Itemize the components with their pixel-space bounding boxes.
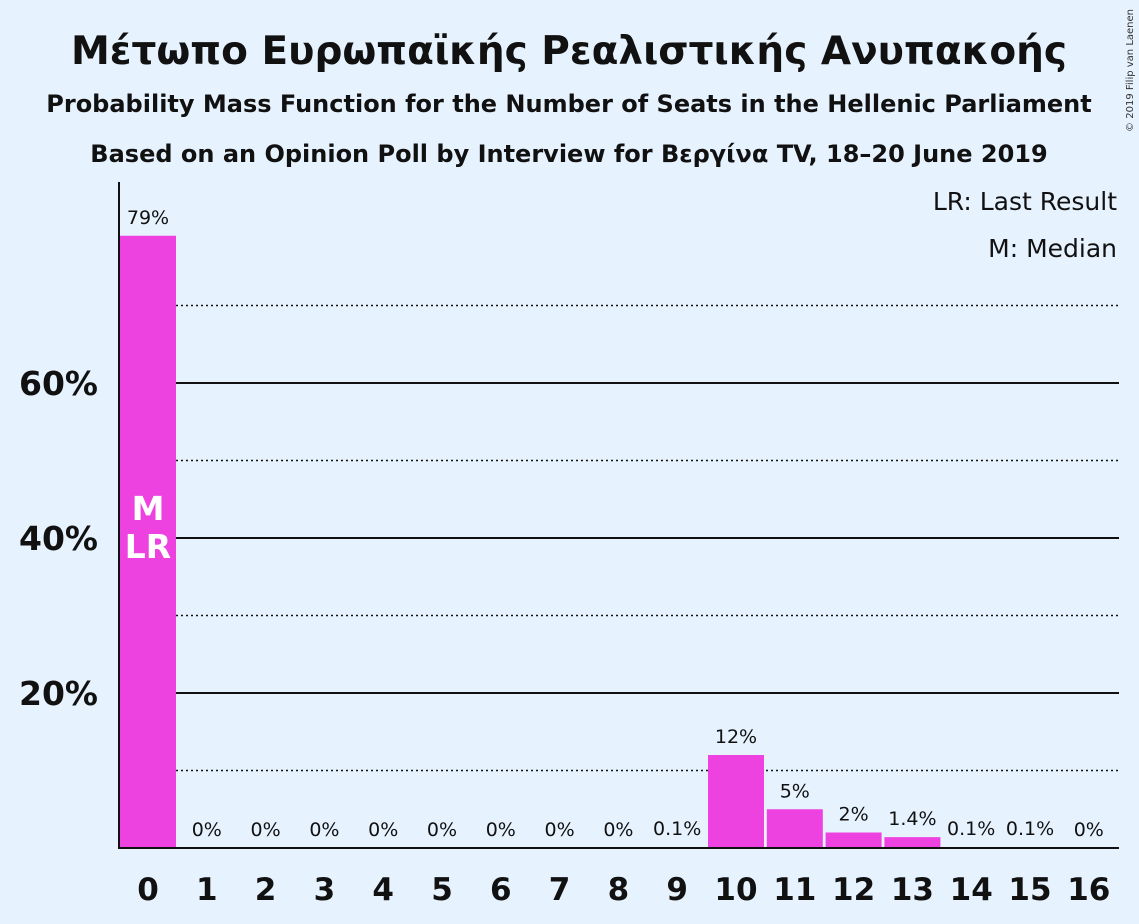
x-tick-label: 0 bbox=[137, 872, 159, 908]
value-label: 0% bbox=[545, 819, 575, 841]
x-tick-label: 11 bbox=[773, 872, 816, 908]
x-tick-label: 15 bbox=[1008, 872, 1051, 908]
chart-subtitle-source: Based on an Opinion Poll by Interview fo… bbox=[90, 140, 1047, 168]
value-label: 79% bbox=[127, 207, 169, 229]
bar-13 bbox=[884, 837, 941, 848]
x-tick-label: 12 bbox=[832, 872, 875, 908]
x-tick-label: 16 bbox=[1067, 872, 1110, 908]
bar-marker-label: LR bbox=[125, 527, 171, 566]
labels: 20%40%60%79%00%10%20%30%40%50%60%70%80.1… bbox=[19, 207, 1110, 908]
value-label: 0% bbox=[427, 819, 457, 841]
bar-marker-label: M bbox=[132, 489, 165, 528]
y-tick-label: 40% bbox=[19, 519, 98, 558]
value-label: 0.1% bbox=[653, 818, 701, 840]
gridlines bbox=[176, 304, 1119, 772]
legend-median: M: Median bbox=[988, 234, 1117, 263]
value-label: 0% bbox=[309, 819, 339, 841]
value-label: 0.1% bbox=[1006, 818, 1054, 840]
legend-last-result: LR: Last Result bbox=[933, 187, 1117, 216]
x-tick-label: 3 bbox=[314, 872, 336, 908]
value-label: 0% bbox=[603, 819, 633, 841]
bar-12 bbox=[825, 832, 882, 848]
x-tick-label: 9 bbox=[666, 872, 688, 908]
x-tick-label: 10 bbox=[714, 872, 757, 908]
x-tick-label: 1 bbox=[196, 872, 218, 908]
x-tick-label: 4 bbox=[372, 872, 394, 908]
chart-title: Μέτωπο Ευρωπαϊκής Ρεαλιστικής Ανυπακοής bbox=[71, 29, 1067, 74]
value-label: 0% bbox=[486, 819, 516, 841]
x-tick-label: 13 bbox=[891, 872, 934, 908]
bars bbox=[120, 235, 1058, 848]
value-label: 0.1% bbox=[947, 818, 995, 840]
value-label: 0% bbox=[192, 819, 222, 841]
x-tick-label: 5 bbox=[431, 872, 453, 908]
value-label: 5% bbox=[780, 780, 810, 802]
x-tick-label: 6 bbox=[490, 872, 512, 908]
y-tick-label: 20% bbox=[19, 674, 98, 713]
bar-11 bbox=[766, 809, 823, 848]
value-label: 0% bbox=[1074, 819, 1104, 841]
x-tick-label: 8 bbox=[608, 872, 630, 908]
x-tick-label: 14 bbox=[950, 872, 993, 908]
value-label: 0% bbox=[251, 819, 281, 841]
value-label: 1.4% bbox=[888, 808, 936, 830]
x-tick-label: 2 bbox=[255, 872, 277, 908]
x-tick-label: 7 bbox=[549, 872, 571, 908]
bar-10 bbox=[708, 755, 764, 848]
chart-subtitle: Probability Mass Function for the Number… bbox=[46, 90, 1091, 118]
copyright-note: © 2019 Filip van Laenen bbox=[1125, 9, 1136, 132]
value-label: 0% bbox=[368, 819, 398, 841]
value-label: 12% bbox=[715, 726, 757, 748]
y-tick-label: 60% bbox=[19, 364, 98, 403]
value-label: 2% bbox=[839, 804, 869, 826]
bar-0 bbox=[120, 235, 176, 848]
